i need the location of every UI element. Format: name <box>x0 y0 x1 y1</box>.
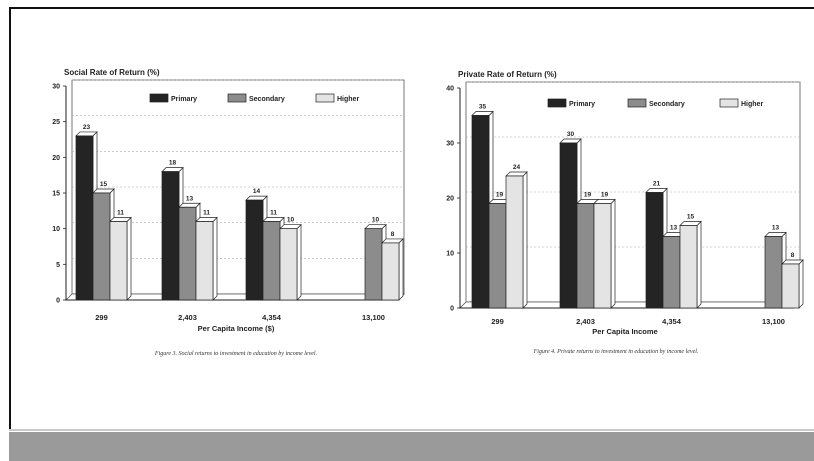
x-tick-label: 2,403 <box>576 317 595 326</box>
bar-top <box>593 199 616 204</box>
bar-higher <box>505 175 524 309</box>
y-tick-label: 30 <box>446 141 454 148</box>
bar-top <box>471 111 494 116</box>
legend-swatch <box>627 98 647 108</box>
figure-caption: Figure 3. Social returns to investment i… <box>154 351 317 357</box>
y-tick-label: 15 <box>52 191 60 198</box>
legend-label: Higher <box>741 101 763 108</box>
y-tick-label: 0 <box>450 306 454 313</box>
footer-divider <box>9 429 814 431</box>
y-tick-label: 10 <box>52 226 60 233</box>
data-label: 8 <box>391 231 395 238</box>
legend-swatch <box>315 93 335 103</box>
data-label: 10 <box>372 217 380 224</box>
data-label: 15 <box>100 181 108 188</box>
bar-top <box>764 232 787 237</box>
data-label: 8 <box>791 252 795 259</box>
bar-higher <box>109 221 128 301</box>
data-label: 13 <box>186 195 194 202</box>
bar-side <box>610 198 616 309</box>
legend-swatch <box>227 93 247 103</box>
figure-caption: Figure 4. Private returns to investment … <box>533 348 699 355</box>
bar-primary <box>471 115 490 309</box>
x-axis-label: Per Capita Income ($) <box>198 324 275 333</box>
bar-higher <box>195 221 214 301</box>
bar-primary <box>559 142 578 309</box>
bar-side <box>696 220 702 309</box>
chart-title: Private Rate of Return (%) <box>458 70 557 79</box>
bar-secondary <box>488 203 507 309</box>
legend-label: Primary <box>569 101 595 108</box>
bar-top <box>505 171 528 177</box>
legend-label: Primary <box>171 96 197 103</box>
bar-top <box>645 188 668 193</box>
data-label: 30 <box>567 131 575 138</box>
bar-higher <box>781 263 800 309</box>
legend-swatch <box>719 98 739 108</box>
x-tick-label: 299 <box>95 313 108 322</box>
y-tick-label: 40 <box>446 86 454 93</box>
bar-higher <box>279 228 298 301</box>
bar-higher <box>593 203 612 309</box>
data-label: 19 <box>496 192 504 199</box>
y-tick-label: 30 <box>52 84 60 91</box>
chart-title: Social Rate of Return (%) <box>64 68 160 77</box>
y-tick-label: 5 <box>56 262 60 269</box>
data-label: 19 <box>584 192 592 199</box>
bar-side <box>798 259 804 309</box>
data-label: 10 <box>287 217 295 224</box>
data-label: 11 <box>270 210 277 217</box>
y-tick-label: 20 <box>446 196 454 203</box>
bar-side <box>522 171 528 309</box>
data-label: 14 <box>253 188 261 195</box>
x-tick-label: 13,100 <box>762 317 785 326</box>
x-axis-label: Per Capita Income <box>592 327 657 336</box>
data-label: 24 <box>513 164 521 171</box>
bar-top <box>679 221 702 226</box>
slide-frame <box>9 7 814 430</box>
bar-primary <box>645 192 664 309</box>
bar-secondary <box>662 236 681 309</box>
data-label: 11 <box>117 210 124 217</box>
x-tick-label: 4,354 <box>662 317 682 326</box>
data-label: 15 <box>687 214 695 221</box>
bar-secondary <box>576 203 595 309</box>
x-tick-label: 2,403 <box>178 313 197 322</box>
legend-label: Higher <box>337 96 359 103</box>
data-label: 13 <box>670 225 678 232</box>
x-tick-label: 13,100 <box>362 313 385 322</box>
legend-label: Secondary <box>249 96 285 103</box>
data-label: 19 <box>601 192 609 199</box>
bar-secondary <box>764 236 783 309</box>
y-tick-label: 0 <box>56 298 60 305</box>
data-label: 21 <box>653 181 661 188</box>
bar-higher <box>381 242 400 301</box>
data-label: 11 <box>203 210 210 217</box>
legend-label: Secondary <box>649 101 685 108</box>
bar-higher <box>679 225 698 309</box>
data-label: 18 <box>169 160 177 167</box>
data-label: 13 <box>772 225 780 232</box>
data-label: 23 <box>83 124 91 131</box>
x-tick-label: 299 <box>491 317 504 326</box>
legend-swatch <box>547 98 567 108</box>
footer-bar <box>9 432 814 461</box>
data-label: 35 <box>479 104 487 111</box>
bar-top <box>559 138 582 144</box>
x-tick-label: 4,354 <box>262 313 282 322</box>
y-tick-label: 25 <box>52 119 60 126</box>
y-tick-label: 20 <box>52 155 60 162</box>
y-tick-label: 10 <box>446 251 454 258</box>
bar-top <box>781 259 804 265</box>
legend-swatch <box>149 93 169 103</box>
